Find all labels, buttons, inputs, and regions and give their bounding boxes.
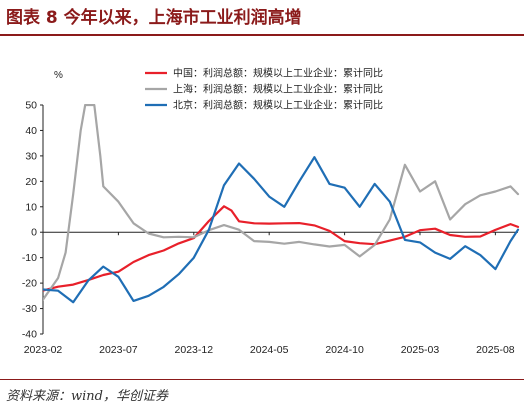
y-tick-label: -30: [22, 303, 37, 315]
series-line-2: [43, 104, 520, 301]
x-tick-label: 2023-12: [175, 344, 214, 356]
y-tick-label: -40: [22, 329, 37, 341]
footer-rule: [0, 379, 524, 380]
series-line-1: [43, 205, 520, 292]
y-tick-label: -20: [22, 278, 37, 290]
chart-title: 图表 8 今年以来，上海市工业利润高增: [6, 8, 302, 28]
series-line-3: [43, 156, 520, 304]
y-tick-label: 30: [25, 150, 37, 162]
x-tick-label: 2023-02: [24, 344, 63, 356]
legend-label-2: 上海：利润总额：规模以上工业企业：累计同比: [173, 83, 383, 96]
x-tick-label: 2024-10: [325, 344, 364, 356]
y-tick-label: -10: [22, 252, 37, 264]
y-tick-label: 10: [25, 201, 37, 213]
x-tick-label: 2025-08: [476, 344, 515, 356]
x-tick-label: 2025-03: [401, 344, 440, 356]
x-tick-label: 2024-05: [250, 344, 289, 356]
title-bar: 图表 8 今年以来，上海市工业利润高增: [0, 0, 524, 36]
y-tick-label: 0: [31, 227, 37, 239]
legend-label-1: 中国：利润总额：规模以上工业企业：累计同比: [173, 67, 383, 80]
y-tick-label: 20: [25, 176, 37, 188]
source-note: 资料来源：wind，华创证券: [6, 389, 168, 404]
legend-label-3: 北京：利润总额：规模以上工业企业：累计同比: [173, 99, 383, 112]
y-axis-unit: %: [54, 70, 63, 81]
y-tick-label: 40: [25, 125, 37, 137]
y-tick-label: 50: [25, 100, 37, 112]
title-underline: [0, 34, 524, 36]
x-tick-label: 2023-07: [99, 344, 138, 356]
